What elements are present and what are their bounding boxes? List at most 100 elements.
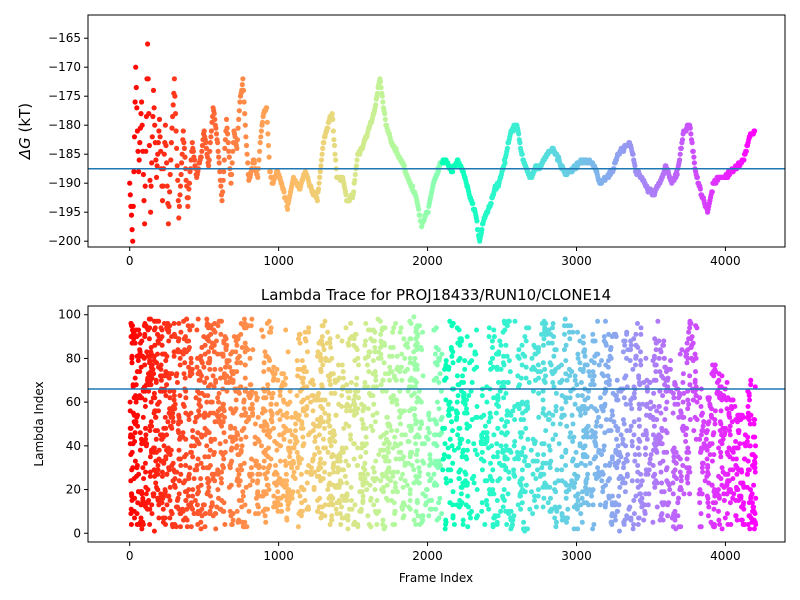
- lambda-point: [176, 321, 182, 326]
- lambda-point: [268, 329, 274, 335]
- lambda-point: [591, 456, 597, 462]
- lambda-point: [190, 506, 195, 512]
- lambda-point: [556, 364, 562, 370]
- lambda-point: [163, 522, 168, 527]
- lambda-point: [722, 515, 728, 521]
- lambda-point: [464, 406, 469, 412]
- lambda-point: [169, 463, 175, 468]
- dg-point: [687, 125, 693, 131]
- lambda-point: [304, 469, 310, 475]
- lambda-point: [454, 373, 460, 379]
- lambda-point: [255, 502, 261, 508]
- lambda-point: [281, 436, 287, 442]
- lambda-point: [414, 498, 420, 503]
- lambda-point: [656, 404, 662, 409]
- lambda-point: [742, 456, 747, 462]
- lambda-point: [464, 410, 470, 416]
- dg-point: [225, 131, 231, 137]
- lambda-point: [128, 432, 134, 438]
- lambda-point: [717, 419, 723, 425]
- lambda-point: [479, 393, 485, 399]
- lambda-point: [406, 384, 412, 390]
- lambda-point: [202, 454, 208, 460]
- lambda-point: [495, 393, 501, 399]
- lambda-point: [638, 349, 643, 355]
- lambda-point: [636, 515, 641, 521]
- lambda-point: [699, 491, 705, 497]
- lambda-point: [638, 325, 644, 331]
- lambda-point: [208, 323, 214, 329]
- dg-point: [150, 113, 156, 120]
- lambda-point: [516, 452, 522, 458]
- lambda-point: [151, 371, 157, 377]
- lambda-point: [326, 412, 332, 418]
- lambda-point: [172, 334, 178, 340]
- lambda-point: [516, 384, 521, 390]
- lambda-point: [508, 526, 514, 532]
- lambda-point: [377, 318, 383, 324]
- lambda-point: [574, 476, 580, 482]
- lambda-point: [551, 384, 557, 390]
- lambda-point: [686, 329, 692, 335]
- lambda-point: [727, 423, 733, 429]
- lambda-point: [701, 419, 707, 425]
- lambda-point: [183, 463, 189, 468]
- lambda-point: [502, 423, 508, 429]
- lambda-point: [353, 382, 359, 388]
- lambda-point: [164, 382, 170, 388]
- lambda-point: [543, 428, 549, 434]
- lambda-point: [658, 469, 664, 475]
- lambda-point: [370, 428, 376, 434]
- lambda-point: [318, 419, 324, 425]
- lambda-point: [229, 445, 235, 451]
- lambda-point: [266, 366, 272, 372]
- lambda-point: [473, 515, 479, 521]
- lambda-point: [453, 417, 459, 423]
- lambda-point: [680, 399, 686, 405]
- dg-point: [474, 218, 480, 224]
- lambda-point: [405, 460, 411, 466]
- lambda-point: [460, 522, 466, 527]
- dg-point: [164, 160, 170, 166]
- lambda-point: [711, 373, 717, 379]
- lambda-point: [541, 495, 547, 501]
- lambda-point: [468, 388, 474, 394]
- lambda-point: [246, 508, 252, 514]
- lambda-point: [414, 362, 420, 368]
- lambda-point: [745, 388, 751, 394]
- lambda-point: [540, 504, 546, 510]
- lambda-point: [325, 329, 331, 335]
- lambda-point: [724, 406, 730, 412]
- lambda-point: [700, 469, 706, 475]
- lambda-point: [397, 369, 403, 375]
- lambda-point: [142, 321, 148, 326]
- lambda-point: [466, 511, 472, 517]
- lambda-point: [550, 436, 556, 442]
- lambda-point: [266, 487, 272, 493]
- lambda-point: [526, 380, 532, 385]
- lambda-point: [325, 401, 331, 407]
- lambda-point: [681, 491, 687, 497]
- lambda-point: [142, 404, 148, 409]
- lambda-point: [467, 360, 473, 366]
- lambda-point: [563, 371, 569, 377]
- dg-point: [189, 140, 195, 146]
- dg-point: [153, 157, 159, 163]
- dg-point: [690, 148, 696, 154]
- dg-x-ticks: 0 1000 2000 3000 4000: [126, 247, 741, 268]
- lambda-point: [169, 408, 175, 414]
- lambda-point: [408, 321, 414, 326]
- lambda-point: [135, 358, 141, 364]
- dg-point: [180, 128, 186, 134]
- lambda-point: [444, 480, 449, 486]
- lambda-point: [632, 458, 638, 464]
- lambda-point: [664, 399, 670, 405]
- lambda-point: [653, 347, 659, 353]
- lambda-point: [499, 417, 505, 423]
- lambda-point: [384, 430, 389, 436]
- lambda-point: [177, 362, 183, 368]
- lambda-point: [413, 473, 419, 479]
- lambda-point: [606, 493, 612, 499]
- lambda-point: [234, 360, 240, 366]
